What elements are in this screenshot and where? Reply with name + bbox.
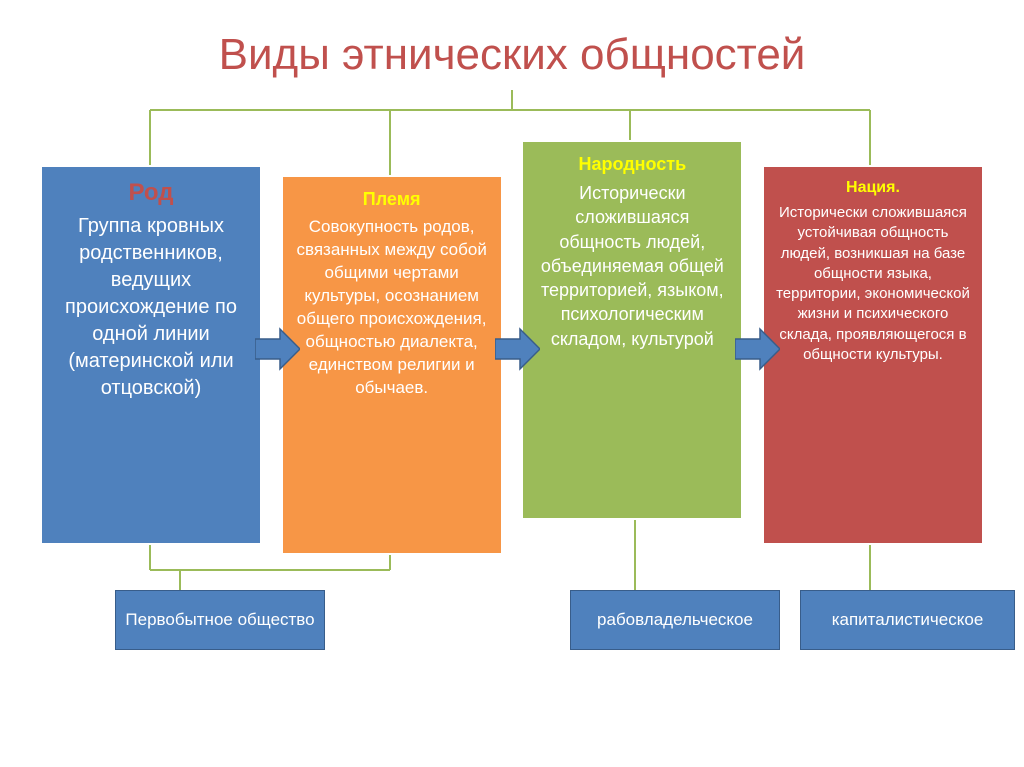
arrow-icon bbox=[735, 325, 780, 373]
box-plemya: Племя Совокупность родов, связанных межд… bbox=[281, 175, 503, 555]
box-rod: Род Группа кровных родственников, ведущи… bbox=[40, 165, 262, 545]
subbox-label: Первобытное общество bbox=[125, 610, 314, 630]
subbox-label: капиталистическое bbox=[832, 610, 984, 630]
arrow-icon bbox=[495, 325, 540, 373]
box-heading: Нация. bbox=[846, 179, 900, 197]
box-body: Исторически сложившаяся устойчивая общно… bbox=[774, 203, 972, 365]
box-body: Исторически сложившаяся общность людей, … bbox=[533, 181, 731, 351]
box-natsiya: Нация. Исторически сложившаяся устойчива… bbox=[762, 165, 984, 545]
subbox-slave: рабовладельческое bbox=[570, 590, 780, 650]
box-narodnost: Народность Исторически сложившаяся общно… bbox=[521, 140, 743, 520]
sub-boxes-row: Первобытное общество рабовладельческое к… bbox=[40, 590, 984, 680]
box-heading: Племя bbox=[363, 189, 421, 210]
subbox-primitive: Первобытное общество bbox=[115, 590, 325, 650]
page-title: Виды этнических общностей bbox=[0, 0, 1024, 100]
box-body: Группа кровных родственников, ведущих пр… bbox=[52, 213, 250, 402]
box-heading: Народность bbox=[578, 154, 686, 175]
subbox-label: рабовладельческое bbox=[597, 610, 753, 630]
box-body: Совокупность родов, связанных между собо… bbox=[293, 216, 491, 400]
arrow-icon bbox=[255, 325, 300, 373]
box-heading: Род bbox=[129, 179, 174, 207]
subbox-capitalist: капиталистическое bbox=[800, 590, 1015, 650]
title-text: Виды этнических общностей bbox=[219, 30, 806, 79]
